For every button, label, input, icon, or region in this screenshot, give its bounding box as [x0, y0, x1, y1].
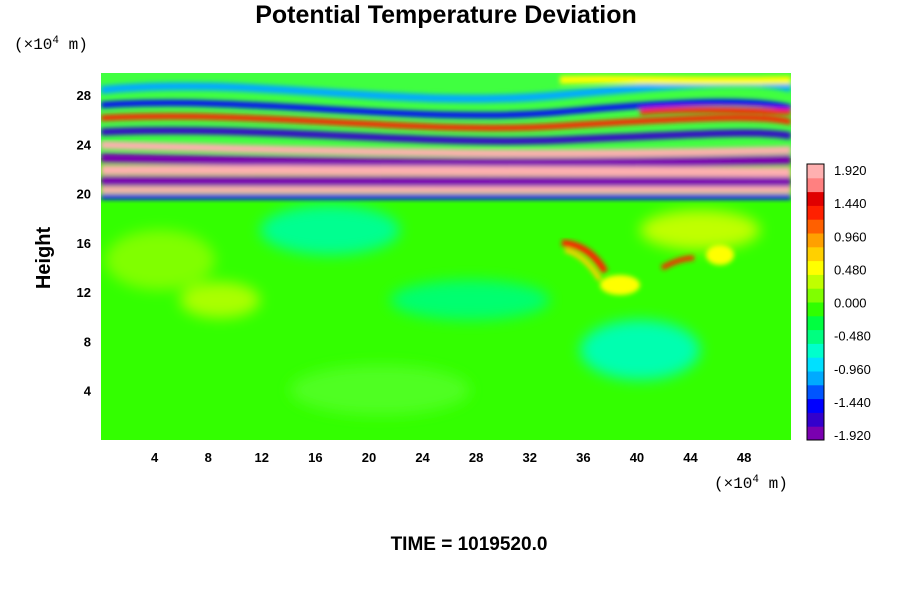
colorbar-tick-label: 1.920: [834, 163, 867, 178]
colorbar-tick-label: -0.960: [834, 362, 871, 377]
colorbar-swatch: [807, 329, 824, 344]
field-wave: [101, 113, 791, 131]
colorbar-tick-labels: 1.920 1.440 0.960 0.480 0.000 -0.480 -0.960 -1.…: [834, 163, 871, 443]
colorbar-swatch: [807, 343, 824, 358]
field-blob: [290, 365, 470, 415]
field-anomaly: [561, 239, 609, 274]
colorbar-tick-label: -0.480: [834, 329, 871, 344]
field-anomaly: [564, 247, 603, 282]
x-tick-labels: 4 8 12 16 20 24 28 32 36 40 44 48: [151, 450, 751, 465]
x-unit-exp: 4: [752, 474, 759, 486]
x-tick-label: 28: [469, 450, 483, 465]
y-unit-suffix: m): [59, 36, 88, 54]
colorbar-swatch: [807, 302, 824, 317]
colorbar-swatch: [807, 357, 824, 372]
x-tick-label: 20: [362, 450, 376, 465]
field-blob: [580, 320, 700, 380]
field-band: [101, 194, 791, 201]
field-band: [101, 165, 791, 177]
x-axis-unit: (×104 m): [714, 474, 788, 493]
field-wave: [101, 127, 791, 145]
field-blob: [390, 280, 550, 320]
field-band: [101, 176, 791, 187]
field-blob: [105, 230, 215, 290]
field-blob: [260, 205, 400, 255]
colorbar-swatch: [807, 426, 824, 441]
y-tick-label: 20: [77, 187, 91, 202]
heatmap-field: [101, 73, 791, 440]
y-tick-label: 16: [77, 236, 91, 251]
y-unit-prefix: (×10: [14, 36, 52, 54]
colorbar-swatch: [807, 288, 824, 303]
colorbar-swatch: [807, 412, 824, 427]
colorbar-frame: [806, 163, 825, 441]
y-tick-label: 8: [84, 334, 91, 349]
colorbar-tick-label: 0.960: [834, 229, 867, 244]
colorbar-tick-label: 1.440: [834, 196, 867, 211]
x-tick-label: 40: [630, 450, 644, 465]
x-tick-label: 24: [415, 450, 430, 465]
colorbar-swatch: [807, 274, 824, 289]
x-unit-prefix: (×10: [714, 475, 752, 493]
field-blob: [706, 245, 734, 265]
colorbar-swatch: [807, 371, 824, 386]
y-tick-labels: 4 8 12 16 20 24 28: [77, 88, 92, 399]
colorbar-swatch: [807, 191, 824, 206]
y-axis-label: Height: [33, 227, 55, 290]
x-tick-label: 32: [523, 450, 537, 465]
x-tick-label: 48: [737, 450, 751, 465]
colorbar: [806, 163, 825, 441]
y-unit-exp: 4: [52, 35, 59, 47]
colorbar-swatch: [807, 315, 824, 331]
x-tick-label: 44: [683, 450, 698, 465]
field-band: [101, 141, 791, 158]
field-blob: [600, 275, 640, 295]
field-wave: [101, 99, 791, 119]
chart-title: Potential Temperature Deviation: [255, 1, 637, 29]
y-tick-label: 24: [77, 137, 92, 152]
y-tick-label: 12: [77, 285, 91, 300]
colorbar-tick-label: -1.920: [834, 428, 871, 443]
field-wave: [559, 75, 791, 85]
time-label: TIME = 1019520.0: [391, 534, 548, 555]
colorbar-tick-label: 0.480: [834, 262, 867, 277]
colorbar-swatch: [807, 384, 824, 400]
y-tick-label: 4: [84, 384, 92, 399]
x-unit-suffix: m): [759, 475, 788, 493]
colorbar-swatch: [807, 205, 824, 220]
colorbar-swatch: [807, 233, 824, 248]
colorbar-swatch: [807, 398, 824, 413]
colorbar-swatch: [807, 177, 824, 193]
colorbar-swatch: [807, 219, 824, 234]
colorbar-tick-label: -1.440: [834, 395, 871, 410]
x-tick-label: 8: [205, 450, 212, 465]
x-tick-label: 12: [255, 450, 269, 465]
field-band: [101, 153, 791, 169]
colorbar-swatch: [807, 246, 824, 262]
y-axis-unit: (×104 m): [14, 35, 88, 54]
colorbar-tick-label: 0.000: [834, 296, 867, 311]
field-blob: [180, 282, 260, 318]
colorbar-swatch: [807, 260, 824, 275]
field-wave: [639, 106, 791, 115]
x-tick-label: 36: [576, 450, 590, 465]
x-tick-label: 16: [308, 450, 322, 465]
y-tick-label: 28: [77, 88, 91, 103]
x-tick-label: 4: [151, 450, 159, 465]
field-blob: [640, 210, 760, 250]
colorbar-swatch: [807, 164, 824, 179]
field-anomaly: [660, 255, 695, 271]
